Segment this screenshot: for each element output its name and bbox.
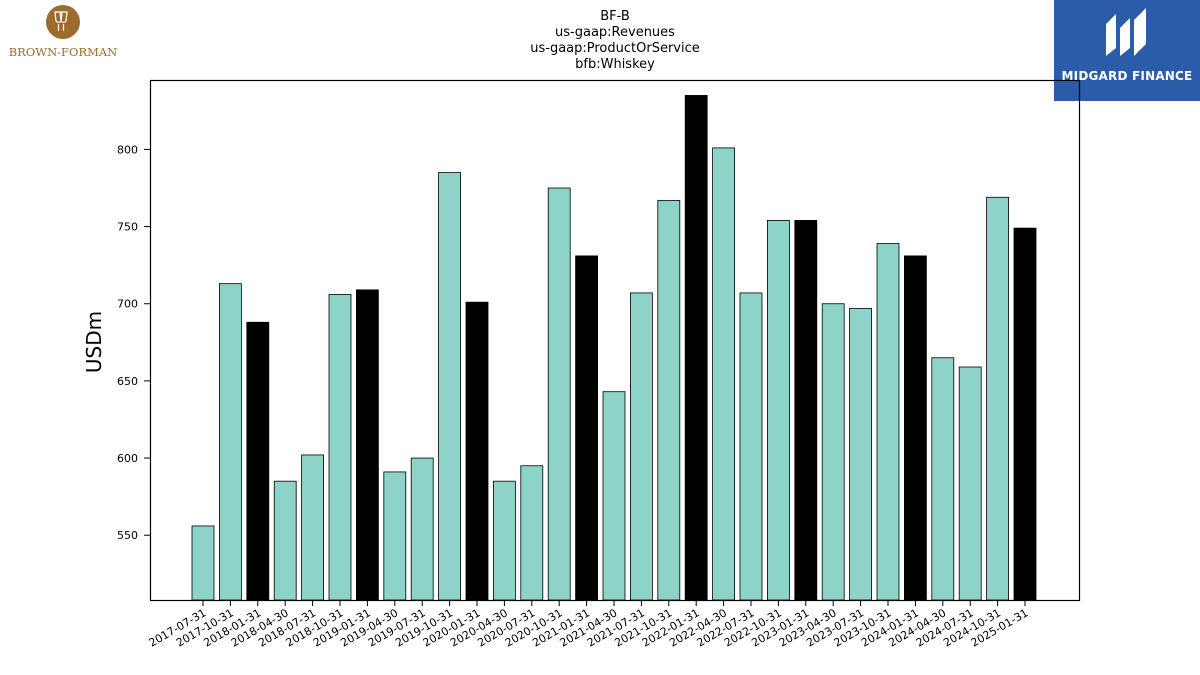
bar-2024-04-30 [931, 357, 955, 601]
bar-2019-07-31 [410, 457, 434, 601]
bar-2020-10-31 [547, 187, 571, 601]
bar-2017-07-31 [191, 525, 215, 601]
plot-frame [149, 79, 1081, 602]
glasses-icon [54, 11, 68, 24]
bar-2023-07-31 [849, 307, 872, 601]
bar-2022-04-30 [712, 147, 735, 601]
chart-title-line-4: bfb:Whiskey [575, 57, 655, 72]
bar-2024-01-31 [904, 255, 927, 601]
bar-2020-01-31 [465, 301, 489, 601]
y-tick-label: 700 [117, 298, 138, 311]
chart-title-line-2: us-gaap:Revenues [555, 25, 675, 40]
x-axis: 2017-07-312017-10-312018-01-312018-04-30… [147, 600, 1031, 650]
brown-forman-wordmark: BROWN-FORMAN [9, 45, 118, 59]
y-tick-label: 650 [117, 375, 138, 388]
brown-forman-logo-graphic: BROWN-FORMAN [9, 5, 118, 59]
bar-2019-04-30 [383, 471, 407, 601]
bar-2021-01-31 [575, 255, 598, 601]
y-tick-label: 550 [117, 529, 138, 542]
bar-2019-10-31 [438, 172, 462, 601]
bar-2021-10-31 [657, 199, 681, 601]
bar-2018-01-31 [246, 321, 270, 601]
bar-2024-10-31 [986, 196, 1009, 601]
y-tick-label: 750 [117, 221, 138, 234]
bar-2022-01-31 [684, 95, 708, 601]
y-axis-label: USDm [82, 311, 106, 373]
y-tick-label: 800 [117, 143, 138, 156]
chart-title-line-1: BF-B [600, 9, 630, 24]
bar-2018-04-30 [273, 480, 297, 601]
midgard-finance-wordmark: MIDGARD FINANCE [1061, 69, 1193, 83]
bar-2020-07-31 [520, 465, 544, 601]
bar-2023-01-31 [794, 220, 818, 601]
bar-2025-01-31 [1013, 227, 1037, 601]
brown-forman-logo: BROWN-FORMAN [0, 0, 130, 64]
bar-2023-10-31 [876, 243, 900, 601]
bar-2018-07-31 [301, 454, 325, 601]
midgard-finance-emblem [1106, 8, 1146, 56]
y-axis: 550 600 650 700 750 800 [117, 143, 150, 542]
bar-series [191, 95, 1037, 601]
bar-2024-07-31 [958, 366, 982, 601]
bar-2021-07-31 [630, 292, 653, 601]
bar-2018-10-31 [328, 294, 352, 601]
bar-2022-07-31 [739, 292, 763, 601]
chart-title: BF-B us-gaap:Revenues us-gaap:ProductOrS… [530, 9, 700, 72]
bar-2021-04-30 [602, 391, 626, 601]
bar-2020-04-30 [492, 480, 516, 601]
midgard-finance-logo: MIDGARD FINANCE [1054, 0, 1200, 101]
chart-title-line-3: us-gaap:ProductOrService [530, 41, 700, 56]
bar-2023-04-30 [821, 303, 845, 601]
bar-2019-01-31 [355, 289, 379, 601]
y-tick-label: 600 [117, 452, 138, 465]
bar-2022-10-31 [767, 220, 790, 601]
bar-2017-10-31 [218, 283, 242, 601]
